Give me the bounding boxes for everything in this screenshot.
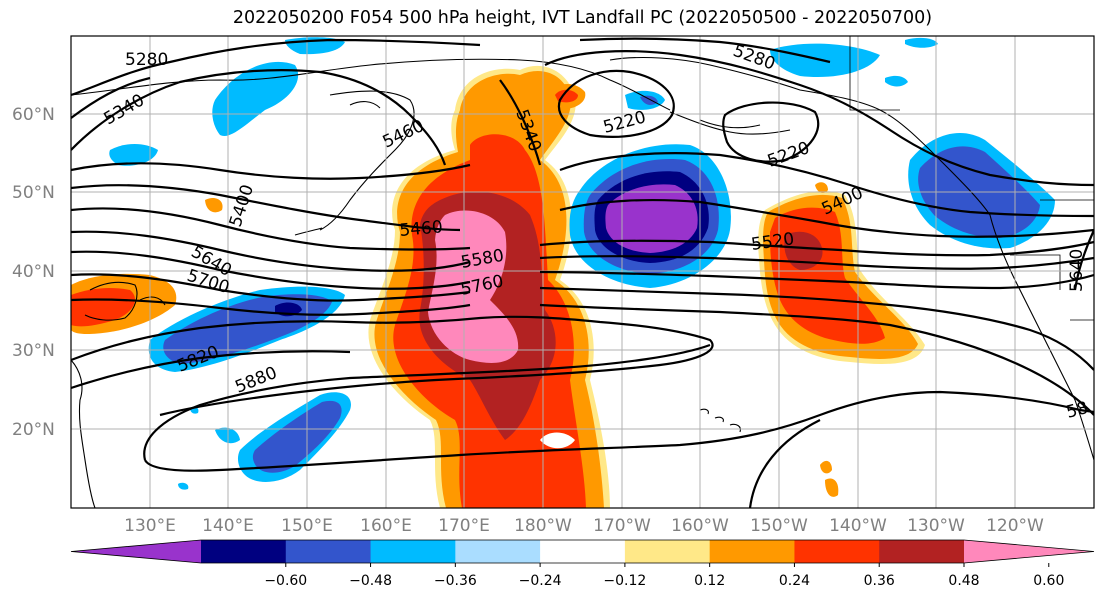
lat-label-30N: 30°N	[12, 341, 55, 361]
colorbar-segment	[285, 540, 372, 563]
colorbar-tick-label: 0.12	[694, 573, 725, 589]
coastlines	[71, 56, 1094, 508]
lon-label: 130°W	[907, 516, 965, 536]
contour-label: 5640	[1067, 249, 1087, 292]
colorbar: −0.60 −0.48 −0.36 −0.24 −0.12 0.12 0.24 0.36 0.4…	[70, 539, 1095, 589]
lat-label-60N: 60°N	[12, 105, 55, 125]
lon-label: 140°E	[202, 516, 254, 536]
colorbar-extend-max	[964, 540, 1094, 563]
colorbar-tick-label: −0.24	[519, 573, 562, 589]
contour-label: 5280	[125, 50, 168, 70]
lon-label: 150°E	[281, 516, 333, 536]
plume-hole	[540, 432, 575, 449]
map-frame	[70, 35, 1095, 509]
lon-label: 160°E	[360, 516, 412, 536]
height-contours	[71, 37, 1094, 508]
lat-label-50N: 50°N	[12, 183, 55, 203]
colorbar-extend-min	[71, 540, 201, 563]
lon-label: 130°E	[124, 516, 176, 536]
colorbar-segment	[201, 540, 287, 563]
colorbar-segment	[455, 540, 541, 563]
lon-label: 120°W	[986, 516, 1044, 536]
cold-south-blue	[252, 400, 342, 473]
lat-label-40N: 40°N	[12, 262, 55, 282]
warm-east-maroon	[784, 231, 823, 270]
colorbar-segment	[370, 540, 456, 563]
cold-alaska	[905, 37, 938, 48]
cold-cell	[640, 95, 658, 105]
borders	[849, 36, 1094, 321]
contour-label: 5460	[399, 217, 444, 241]
colorbar-tick-label: 0.24	[779, 573, 810, 589]
colorbar-segment	[879, 540, 965, 563]
cold-siberia	[109, 144, 158, 166]
lon-label: 170°W	[593, 516, 651, 536]
colorbar-segment	[794, 540, 880, 563]
latitude-labels: 60°N 50°N 40°N 30°N 20°N	[12, 105, 55, 440]
colorbar-tick-label: 0.48	[948, 573, 979, 589]
lon-label: 150°W	[750, 516, 808, 536]
cold-cell	[178, 482, 189, 490]
warm-west-red	[71, 287, 135, 327]
colorbar-segment	[624, 540, 711, 563]
lon-label: 170°E	[438, 516, 490, 536]
warm-cell	[820, 460, 832, 474]
colorbar-segment	[540, 540, 626, 563]
longitude-labels: 130°E 140°E 150°E 160°E 170°E 180°W 170°…	[124, 516, 1044, 536]
warm-cell	[825, 478, 839, 497]
colorbar-segment	[709, 540, 795, 563]
lon-label: 180°W	[514, 516, 572, 536]
lon-label: 140°W	[829, 516, 887, 536]
gridlines	[71, 36, 1094, 508]
colorbar-outline	[70, 539, 1095, 564]
colorbar-tick-label: −0.12	[603, 573, 646, 589]
colorbar-tick-label: −0.60	[264, 573, 307, 589]
lon-label: 160°W	[671, 516, 729, 536]
lat-label-20N: 20°N	[12, 420, 55, 440]
map-title: 2022050200 F054 500 hPa height, IVT Land…	[232, 8, 933, 28]
colorbar-tick-label: 0.60	[1033, 573, 1064, 589]
colorbar-tick-label: −0.36	[434, 573, 477, 589]
cold-alaska	[885, 75, 908, 87]
colorbar-tick-label: 0.36	[864, 573, 895, 589]
colorbar-tick-label: −0.48	[349, 573, 392, 589]
warm-cell	[815, 182, 828, 193]
warm-cell	[205, 198, 223, 213]
